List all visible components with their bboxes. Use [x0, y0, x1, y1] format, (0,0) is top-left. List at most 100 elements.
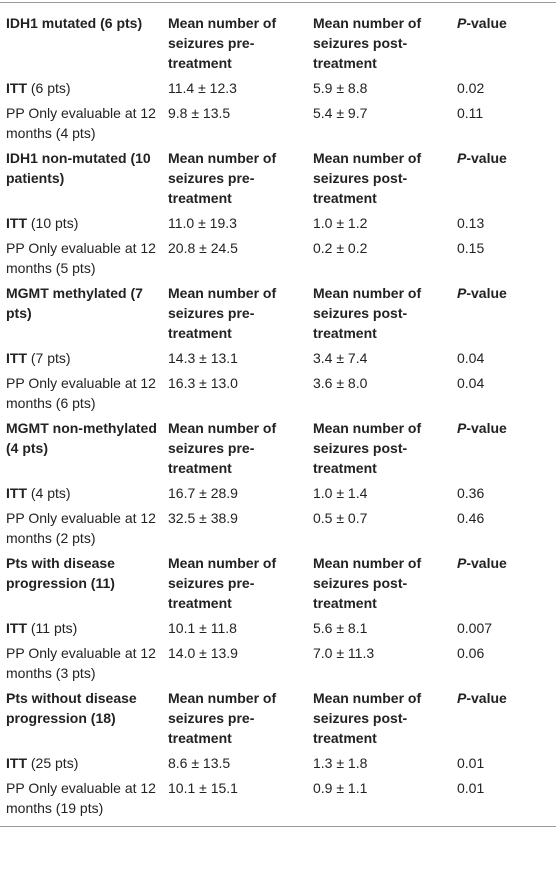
row-label: ITT (7 pts)	[0, 346, 162, 371]
column-header: Mean number of seizures pre-treatment	[168, 420, 277, 476]
post-value: 7.0 ± 11.3	[313, 645, 375, 661]
section-header-row: IDH1 mutated (6 pts) Mean number of seizu…	[0, 3, 556, 76]
column-header: Mean number of seizures post-treatment	[313, 555, 422, 611]
row-label-bold: ITT	[6, 215, 27, 231]
group-label: IDH1 non-mutated (10 patients)	[6, 150, 151, 186]
section-header-row: MGMT non-methylated (4 pts) Mean number o…	[0, 416, 556, 481]
group-label: Pts without disease progression (18)	[6, 690, 137, 726]
column-header: Mean number of seizures pre-treatment	[168, 15, 277, 71]
row-label: ITT (4 pts)	[0, 481, 162, 506]
p-rest: -value	[466, 285, 507, 301]
p-value: 0.02	[457, 80, 485, 96]
data-row: PP Only evaluable at 12 months (6 pts) 16…	[0, 371, 556, 416]
post-value: 5.4 ± 9.7	[313, 105, 368, 121]
post-value: 5.9 ± 8.8	[313, 80, 368, 96]
row-label: ITT (10 pts)	[0, 211, 162, 236]
column-header: Mean number of seizures post-treatment	[313, 150, 422, 206]
table-body: IDH1 mutated (6 pts) Mean number of seizu…	[0, 3, 556, 827]
row-label: ITT (25 pts)	[0, 751, 162, 776]
row-label-text: PP Only evaluable at 12 months (6 pts)	[6, 375, 156, 411]
section-header-row: Pts with disease progression (11) Mean nu…	[0, 551, 556, 616]
pre-value: 16.7 ± 28.9	[168, 485, 238, 501]
pre-value: 14.0 ± 13.9	[168, 645, 238, 661]
section-header-row: Pts without disease progression (18) Mean…	[0, 686, 556, 751]
p-value: 0.13	[457, 215, 485, 231]
row-label-text: PP Only evaluable at 12 months (5 pts)	[6, 240, 156, 276]
p-value: 0.11	[457, 105, 484, 121]
row-label-text: (25 pts)	[30, 755, 79, 771]
row-label: PP Only evaluable at 12 months (4 pts)	[0, 101, 162, 146]
group-label: MGMT methylated (7 pts)	[6, 285, 143, 321]
p-rest: -value	[466, 150, 507, 166]
post-value: 0.9 ± 1.1	[313, 780, 368, 796]
p-rest: -value	[466, 420, 507, 436]
pre-value: 32.5 ± 38.9	[168, 510, 238, 526]
p-italic: P	[457, 690, 467, 706]
p-value: 0.04	[457, 375, 485, 391]
column-header: Mean number of seizures pre-treatment	[168, 690, 277, 746]
row-label: PP Only evaluable at 12 months (19 pts)	[0, 776, 162, 827]
row-label-text: (11 pts)	[30, 620, 78, 636]
column-header: Mean number of seizures post-treatment	[313, 420, 422, 476]
p-italic: P	[457, 15, 467, 31]
section-header-row: IDH1 non-mutated (10 patients) Mean numbe…	[0, 146, 556, 211]
row-label-bold: ITT	[6, 485, 27, 501]
p-value: 0.01	[457, 755, 485, 771]
row-label: ITT (6 pts)	[0, 76, 162, 101]
group-label: Pts with disease progression (11)	[6, 555, 115, 591]
row-label-text: PP Only evaluable at 12 months (4 pts)	[6, 105, 156, 141]
row-label-text: PP Only evaluable at 12 months (2 pts)	[6, 510, 156, 546]
pre-value: 9.8 ± 13.5	[168, 105, 231, 121]
row-label-text: (7 pts)	[30, 350, 71, 366]
post-value: 3.6 ± 8.0	[313, 375, 368, 391]
p-italic: P	[457, 150, 467, 166]
row-label: PP Only evaluable at 12 months (2 pts)	[0, 506, 162, 551]
column-header: Mean number of seizures pre-treatment	[168, 285, 277, 341]
data-row: PP Only evaluable at 12 months (5 pts) 20…	[0, 236, 556, 281]
pre-value: 11.4 ± 12.3	[168, 80, 237, 96]
column-header: Mean number of seizures post-treatment	[313, 285, 422, 341]
pre-value: 16.3 ± 13.0	[168, 375, 238, 391]
data-row: ITT (25 pts) 8.6 ± 13.5 1.3 ± 1.8 0.01	[0, 751, 556, 776]
post-value: 0.2 ± 0.2	[313, 240, 368, 256]
data-row: ITT (6 pts) 11.4 ± 12.3 5.9 ± 8.8 0.02	[0, 76, 556, 101]
post-value: 0.5 ± 0.7	[313, 510, 368, 526]
column-header: P-value	[451, 551, 556, 616]
data-row: ITT (4 pts) 16.7 ± 28.9 1.0 ± 1.4 0.36	[0, 481, 556, 506]
p-rest: -value	[466, 15, 507, 31]
pre-value: 8.6 ± 13.5	[168, 755, 231, 771]
p-italic: P	[457, 420, 467, 436]
post-value: 3.4 ± 7.4	[313, 350, 368, 366]
row-label-text: PP Only evaluable at 12 months (19 pts)	[6, 780, 156, 816]
pre-value: 11.0 ± 19.3	[168, 215, 237, 231]
p-rest: -value	[466, 690, 507, 706]
pre-value: 20.8 ± 24.5	[168, 240, 238, 256]
column-header: Mean number of seizures pre-treatment	[168, 150, 277, 206]
post-value: 1.0 ± 1.4	[313, 485, 368, 501]
pre-value: 10.1 ± 15.1	[168, 780, 238, 796]
row-label-bold: ITT	[6, 620, 27, 636]
row-label-bold: ITT	[6, 350, 27, 366]
row-label-bold: ITT	[6, 755, 27, 771]
column-header: P-value	[451, 146, 556, 211]
p-value: 0.15	[457, 240, 485, 256]
pre-value: 10.1 ± 11.8	[168, 620, 237, 636]
data-row: PP Only evaluable at 12 months (3 pts) 14…	[0, 641, 556, 686]
data-row: PP Only evaluable at 12 months (4 pts) 9.…	[0, 101, 556, 146]
p-value: 0.04	[457, 350, 485, 366]
data-row: PP Only evaluable at 12 months (19 pts) 1…	[0, 776, 556, 827]
row-label: PP Only evaluable at 12 months (3 pts)	[0, 641, 162, 686]
post-value: 1.3 ± 1.8	[313, 755, 368, 771]
row-label-text: PP Only evaluable at 12 months (3 pts)	[6, 645, 156, 681]
column-header: P-value	[451, 416, 556, 481]
p-value: 0.007	[457, 620, 493, 636]
pre-value: 14.3 ± 13.1	[168, 350, 238, 366]
row-label-bold: ITT	[6, 80, 27, 96]
p-value: 0.36	[457, 485, 485, 501]
section-header-row: MGMT methylated (7 pts) Mean number of se…	[0, 281, 556, 346]
p-italic: P	[457, 285, 467, 301]
column-header: P-value	[451, 3, 556, 76]
data-row: ITT (10 pts) 11.0 ± 19.3 1.0 ± 1.2 0.13	[0, 211, 556, 236]
column-header: Mean number of seizures post-treatment	[313, 690, 422, 746]
